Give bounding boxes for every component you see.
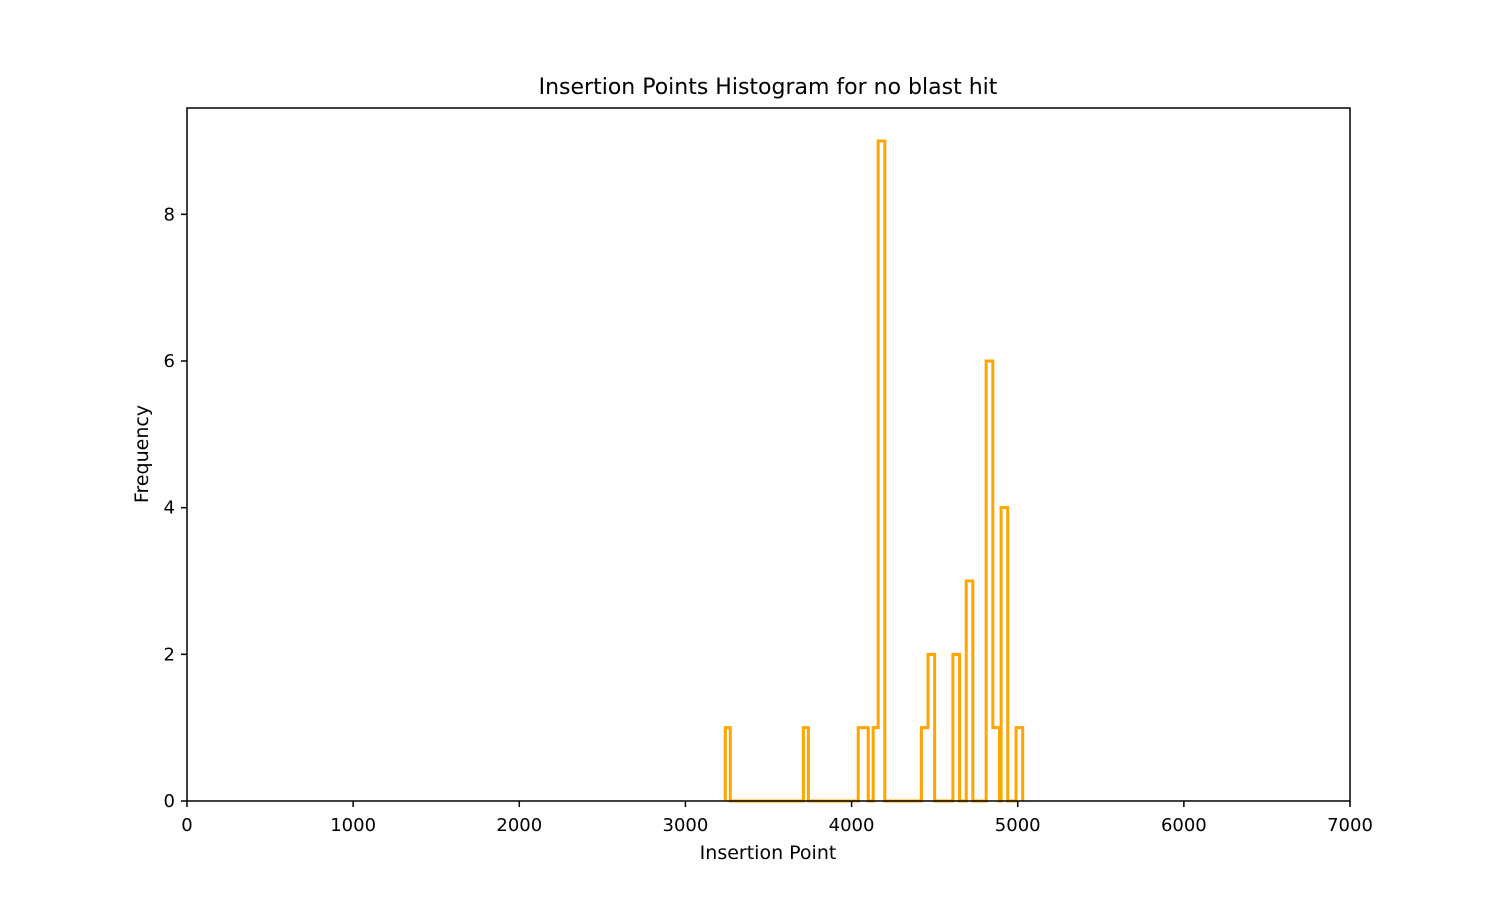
y-axis-ticks: 0 2 4 6 8 — [164, 204, 187, 812]
x-tick-label: 2000 — [496, 815, 542, 836]
x-tick-label: 5000 — [995, 815, 1041, 836]
y-tick-label: 8 — [164, 204, 175, 225]
y-tick-label: 4 — [164, 498, 175, 519]
y-tick-label: 0 — [164, 791, 175, 812]
x-axis-label: Insertion Point — [700, 842, 837, 864]
y-tick-label: 2 — [164, 644, 175, 665]
y-tick-label: 6 — [164, 351, 175, 372]
plot-frame — [186, 107, 1351, 802]
x-tick-label: 6000 — [1161, 815, 1207, 836]
x-tick-label: 0 — [181, 815, 192, 836]
x-tick-label: 4000 — [829, 815, 875, 836]
chart-title: Insertion Points Histogram for no blast … — [539, 75, 998, 100]
x-tick-label: 3000 — [663, 815, 709, 836]
histogram-step-line — [723, 139, 1025, 803]
x-tick-label: 1000 — [330, 815, 376, 836]
x-tick-label: 7000 — [1327, 815, 1373, 836]
y-axis-label: Frequency — [131, 405, 153, 503]
plot-area — [186, 107, 1351, 803]
x-axis-ticks: 0 1000 2000 3000 4000 5000 6000 7000 — [181, 801, 1373, 836]
